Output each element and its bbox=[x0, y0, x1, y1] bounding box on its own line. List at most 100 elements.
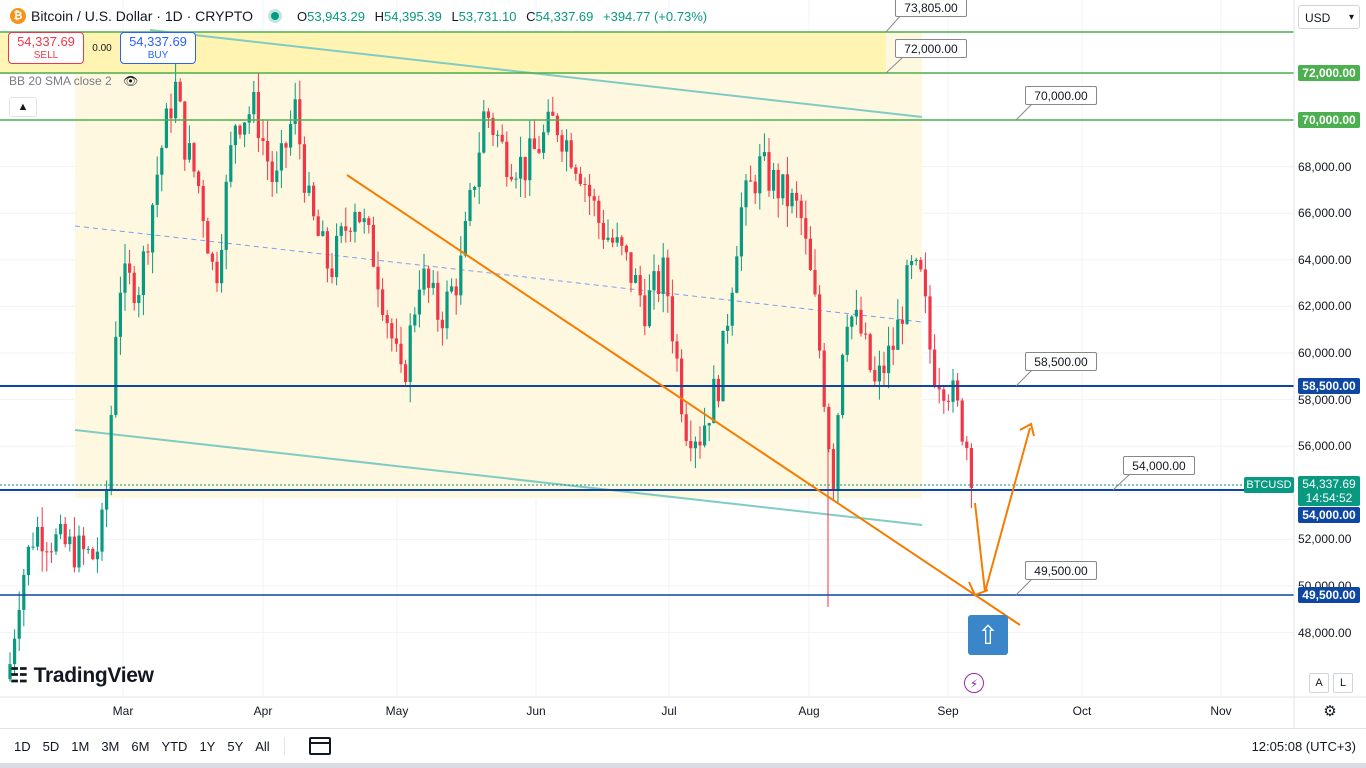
symbol-title[interactable]: Bitcoin / U.S. Dollar · 1D · CRYPTO bbox=[31, 8, 253, 24]
candle-body bbox=[13, 638, 17, 665]
candle-body bbox=[321, 231, 325, 236]
candle-body bbox=[450, 286, 454, 292]
candle-body bbox=[569, 140, 573, 168]
collapse-legend-button[interactable]: ▲ bbox=[9, 97, 37, 117]
currency-select[interactable]: USD ▾ bbox=[1298, 5, 1360, 29]
candle-body bbox=[813, 269, 817, 295]
indicator-label: BB 20 SMA close 2 bbox=[9, 74, 112, 88]
projected-path bbox=[974, 427, 1031, 593]
timeframe-1y[interactable]: 1Y bbox=[199, 738, 216, 754]
channel-lower-line bbox=[74, 429, 923, 526]
bar-countdown: 14:54:52 bbox=[1305, 491, 1353, 505]
candle-body bbox=[187, 143, 191, 160]
candle-body bbox=[54, 534, 58, 552]
timeframe-5d[interactable]: 5D bbox=[42, 738, 60, 754]
candle-body bbox=[542, 132, 546, 153]
candle-body bbox=[482, 111, 486, 153]
buy-signal-marker[interactable]: ⇧ bbox=[968, 615, 1008, 655]
tradingview-logo[interactable]: ☷ TradingView bbox=[10, 663, 154, 688]
candle-body bbox=[224, 181, 228, 250]
log-scale-button[interactable]: L bbox=[1333, 673, 1353, 693]
candle-body bbox=[914, 259, 918, 262]
candle-body bbox=[721, 330, 725, 402]
candle-body bbox=[293, 99, 297, 124]
candle-body bbox=[440, 319, 444, 329]
candle-body bbox=[473, 186, 477, 190]
callout-54000[interactable]: 54,000.00 bbox=[1123, 456, 1195, 475]
candle-body bbox=[261, 138, 265, 142]
candle-body bbox=[174, 81, 178, 119]
candlestick-series bbox=[8, 63, 973, 682]
clock-display[interactable]: 12:05:08 (UTC+3) bbox=[1251, 738, 1356, 754]
candle-body bbox=[128, 263, 132, 273]
candle-body bbox=[827, 406, 831, 450]
candle-body bbox=[726, 325, 730, 331]
candle-body bbox=[946, 400, 950, 402]
candle-body bbox=[836, 415, 840, 490]
lightning-icon[interactable]: ⚡︎ bbox=[964, 673, 984, 693]
candle-body bbox=[137, 295, 141, 304]
candle-body bbox=[638, 275, 642, 296]
axis-tag-70000: 70,000.00 bbox=[1298, 112, 1360, 128]
candle-body bbox=[675, 341, 679, 359]
candle-body bbox=[445, 291, 449, 329]
candle-body bbox=[707, 423, 711, 426]
timeframe-1m[interactable]: 1M bbox=[71, 738, 90, 754]
candle-body bbox=[477, 152, 481, 187]
time-tick-label: Apr bbox=[253, 704, 273, 718]
candle-body bbox=[772, 169, 776, 191]
candle-body bbox=[312, 185, 316, 217]
candle-body bbox=[164, 108, 168, 148]
candle-body bbox=[289, 123, 293, 148]
time-tick-label: Sep bbox=[937, 704, 959, 718]
candle-body bbox=[247, 114, 251, 123]
candle-body bbox=[532, 138, 536, 150]
market-status-icon bbox=[270, 12, 279, 20]
candle-body bbox=[712, 378, 716, 424]
sell-button[interactable]: 54,337.69 SELL bbox=[8, 32, 84, 64]
callout-70000[interactable]: 70,000.00 bbox=[1025, 86, 1097, 105]
buy-button[interactable]: 54,337.69 BUY bbox=[120, 32, 196, 64]
callout-49500[interactable]: 49,500.00 bbox=[1025, 561, 1097, 580]
candle-body bbox=[109, 414, 113, 490]
timeframe-all[interactable]: All bbox=[255, 738, 270, 754]
last-price-tag: 54,337.69 14:54:52 bbox=[1298, 476, 1360, 506]
arrow-up-icon: ⇧ bbox=[977, 620, 999, 650]
gear-icon[interactable]: ⚙ bbox=[1323, 703, 1337, 720]
auto-scale-button[interactable]: A bbox=[1309, 673, 1329, 693]
calendar-icon[interactable] bbox=[308, 737, 331, 755]
timeframe-1d[interactable]: 1D bbox=[14, 738, 31, 754]
time-tick-label: Mar bbox=[112, 704, 134, 718]
candle-body bbox=[344, 226, 348, 231]
candle-body bbox=[496, 134, 500, 136]
candle-body bbox=[284, 143, 288, 148]
candle-body bbox=[753, 181, 757, 194]
callout-72000[interactable]: 72,000.00 bbox=[895, 39, 967, 58]
candle-body bbox=[910, 261, 914, 266]
callout-73805[interactable]: 73,805.00 bbox=[895, 0, 967, 17]
candle-body bbox=[634, 275, 638, 283]
candle-body bbox=[256, 92, 260, 139]
indicator-legend[interactable]: BB 20 SMA close 2 👁︎ bbox=[9, 74, 138, 88]
spread-value: 0.00 bbox=[92, 42, 112, 54]
candle-body bbox=[427, 268, 431, 288]
timeframe-5y[interactable]: 5Y bbox=[227, 738, 244, 754]
candle-body bbox=[693, 441, 697, 449]
candle-body bbox=[703, 425, 707, 446]
candle-body bbox=[468, 189, 472, 221]
candle-body bbox=[551, 111, 555, 116]
candle-body bbox=[583, 184, 587, 186]
candle-body bbox=[776, 169, 780, 199]
timeframe-6m[interactable]: 6M bbox=[131, 738, 150, 754]
timeframe-3m[interactable]: 3M bbox=[101, 738, 120, 754]
callout-58500[interactable]: 58,500.00 bbox=[1025, 352, 1097, 371]
timeframe-ytd[interactable]: YTD bbox=[161, 738, 188, 754]
candle-body bbox=[919, 259, 923, 270]
candle-body bbox=[762, 152, 766, 157]
candle-body bbox=[298, 99, 302, 145]
candle-body bbox=[546, 111, 550, 133]
eye-off-icon[interactable]: 👁︎ bbox=[123, 74, 139, 88]
candle-body bbox=[339, 226, 343, 236]
callout-leader-73805 bbox=[885, 13, 903, 33]
